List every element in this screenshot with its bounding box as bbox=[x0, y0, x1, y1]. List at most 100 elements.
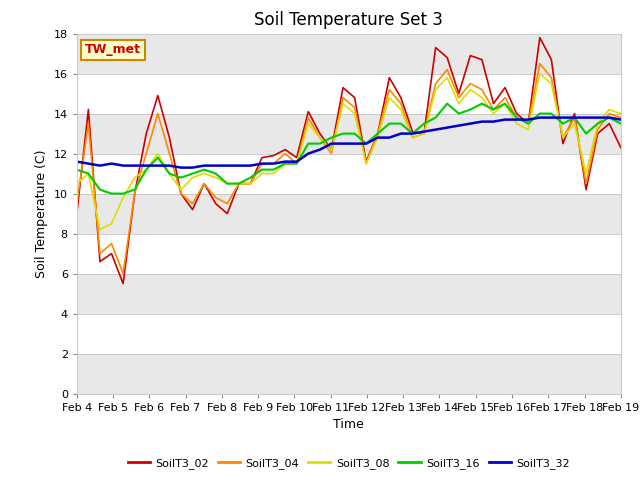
SoilT3_16 bbox=[605, 115, 613, 120]
SoilT3_02 bbox=[351, 95, 358, 100]
SoilT3_08 bbox=[339, 101, 347, 107]
SoilT3_08 bbox=[143, 167, 150, 172]
SoilT3_02 bbox=[154, 93, 162, 98]
SoilT3_04 bbox=[444, 67, 451, 72]
SoilT3_08 bbox=[501, 101, 509, 107]
SoilT3_02 bbox=[571, 111, 579, 117]
SoilT3_08 bbox=[397, 107, 404, 112]
SoilT3_02 bbox=[339, 84, 347, 90]
SoilT3_16 bbox=[258, 167, 266, 172]
SoilT3_02 bbox=[582, 187, 590, 192]
SoilT3_32 bbox=[293, 159, 301, 165]
SoilT3_16 bbox=[212, 171, 220, 177]
SoilT3_32 bbox=[84, 161, 92, 167]
SoilT3_16 bbox=[316, 141, 324, 146]
SoilT3_16 bbox=[328, 135, 335, 141]
SoilT3_02 bbox=[467, 53, 474, 59]
SoilT3_16 bbox=[559, 120, 567, 126]
SoilT3_04 bbox=[501, 95, 509, 100]
SoilT3_02 bbox=[455, 91, 463, 96]
SoilT3_16 bbox=[282, 161, 289, 167]
SoilT3_08 bbox=[408, 135, 416, 141]
SoilT3_32 bbox=[131, 163, 138, 168]
SoilT3_02 bbox=[96, 259, 104, 264]
SoilT3_32 bbox=[177, 165, 185, 170]
SoilT3_32 bbox=[166, 163, 173, 168]
SoilT3_16 bbox=[108, 191, 115, 196]
SoilT3_32 bbox=[444, 125, 451, 131]
SoilT3_08 bbox=[617, 111, 625, 117]
SoilT3_02 bbox=[547, 57, 555, 62]
SoilT3_04 bbox=[119, 271, 127, 276]
SoilT3_08 bbox=[119, 195, 127, 201]
SoilT3_04 bbox=[432, 81, 440, 86]
SoilT3_04 bbox=[536, 60, 543, 66]
SoilT3_04 bbox=[108, 240, 115, 247]
SoilT3_08 bbox=[328, 147, 335, 153]
SoilT3_08 bbox=[258, 171, 266, 177]
Bar bbox=[77, 73, 621, 114]
SoilT3_32 bbox=[339, 141, 347, 146]
SoilT3_08 bbox=[73, 180, 81, 186]
SoilT3_16 bbox=[467, 107, 474, 112]
SoilT3_16 bbox=[305, 141, 312, 146]
Line: SoilT3_04: SoilT3_04 bbox=[77, 63, 621, 274]
SoilT3_04 bbox=[235, 180, 243, 186]
SoilT3_04 bbox=[524, 120, 532, 126]
SoilT3_02 bbox=[212, 201, 220, 206]
SoilT3_08 bbox=[490, 111, 497, 117]
SoilT3_04 bbox=[547, 75, 555, 81]
SoilT3_16 bbox=[177, 175, 185, 180]
SoilT3_16 bbox=[351, 131, 358, 136]
SoilT3_08 bbox=[189, 175, 196, 180]
SoilT3_32 bbox=[594, 115, 602, 120]
SoilT3_16 bbox=[432, 115, 440, 120]
SoilT3_02 bbox=[246, 180, 254, 186]
SoilT3_08 bbox=[351, 111, 358, 117]
SoilT3_32 bbox=[467, 120, 474, 126]
SoilT3_16 bbox=[501, 101, 509, 107]
SoilT3_16 bbox=[131, 187, 138, 192]
SoilT3_04 bbox=[223, 201, 231, 206]
SoilT3_32 bbox=[547, 115, 555, 120]
SoilT3_04 bbox=[605, 111, 613, 117]
SoilT3_32 bbox=[513, 117, 520, 122]
SoilT3_08 bbox=[362, 161, 370, 167]
SoilT3_16 bbox=[246, 175, 254, 180]
SoilT3_32 bbox=[235, 163, 243, 168]
SoilT3_02 bbox=[177, 191, 185, 196]
SoilT3_16 bbox=[154, 155, 162, 160]
SoilT3_16 bbox=[408, 131, 416, 136]
SoilT3_16 bbox=[571, 115, 579, 120]
SoilT3_04 bbox=[73, 201, 81, 206]
SoilT3_32 bbox=[200, 163, 208, 168]
SoilT3_02 bbox=[73, 211, 81, 216]
SoilT3_02 bbox=[119, 281, 127, 287]
SoilT3_08 bbox=[305, 120, 312, 126]
SoilT3_32 bbox=[490, 119, 497, 124]
SoilT3_16 bbox=[455, 111, 463, 117]
SoilT3_02 bbox=[559, 141, 567, 146]
SoilT3_04 bbox=[617, 115, 625, 120]
SoilT3_08 bbox=[131, 175, 138, 180]
SoilT3_04 bbox=[293, 161, 301, 167]
SoilT3_04 bbox=[269, 161, 277, 167]
SoilT3_08 bbox=[524, 127, 532, 132]
SoilT3_32 bbox=[408, 131, 416, 136]
Y-axis label: Soil Temperature (C): Soil Temperature (C) bbox=[35, 149, 48, 278]
SoilT3_04 bbox=[559, 135, 567, 141]
SoilT3_32 bbox=[316, 147, 324, 153]
Title: Soil Temperature Set 3: Soil Temperature Set 3 bbox=[254, 11, 444, 29]
SoilT3_02 bbox=[397, 95, 404, 100]
SoilT3_02 bbox=[293, 155, 301, 160]
SoilT3_16 bbox=[385, 120, 393, 126]
SoilT3_32 bbox=[536, 115, 543, 120]
SoilT3_16 bbox=[200, 167, 208, 172]
SoilT3_08 bbox=[269, 171, 277, 177]
SoilT3_32 bbox=[282, 159, 289, 165]
SoilT3_08 bbox=[513, 120, 520, 126]
SoilT3_04 bbox=[200, 180, 208, 186]
SoilT3_08 bbox=[374, 135, 381, 141]
Bar bbox=[77, 313, 621, 354]
SoilT3_16 bbox=[96, 187, 104, 192]
